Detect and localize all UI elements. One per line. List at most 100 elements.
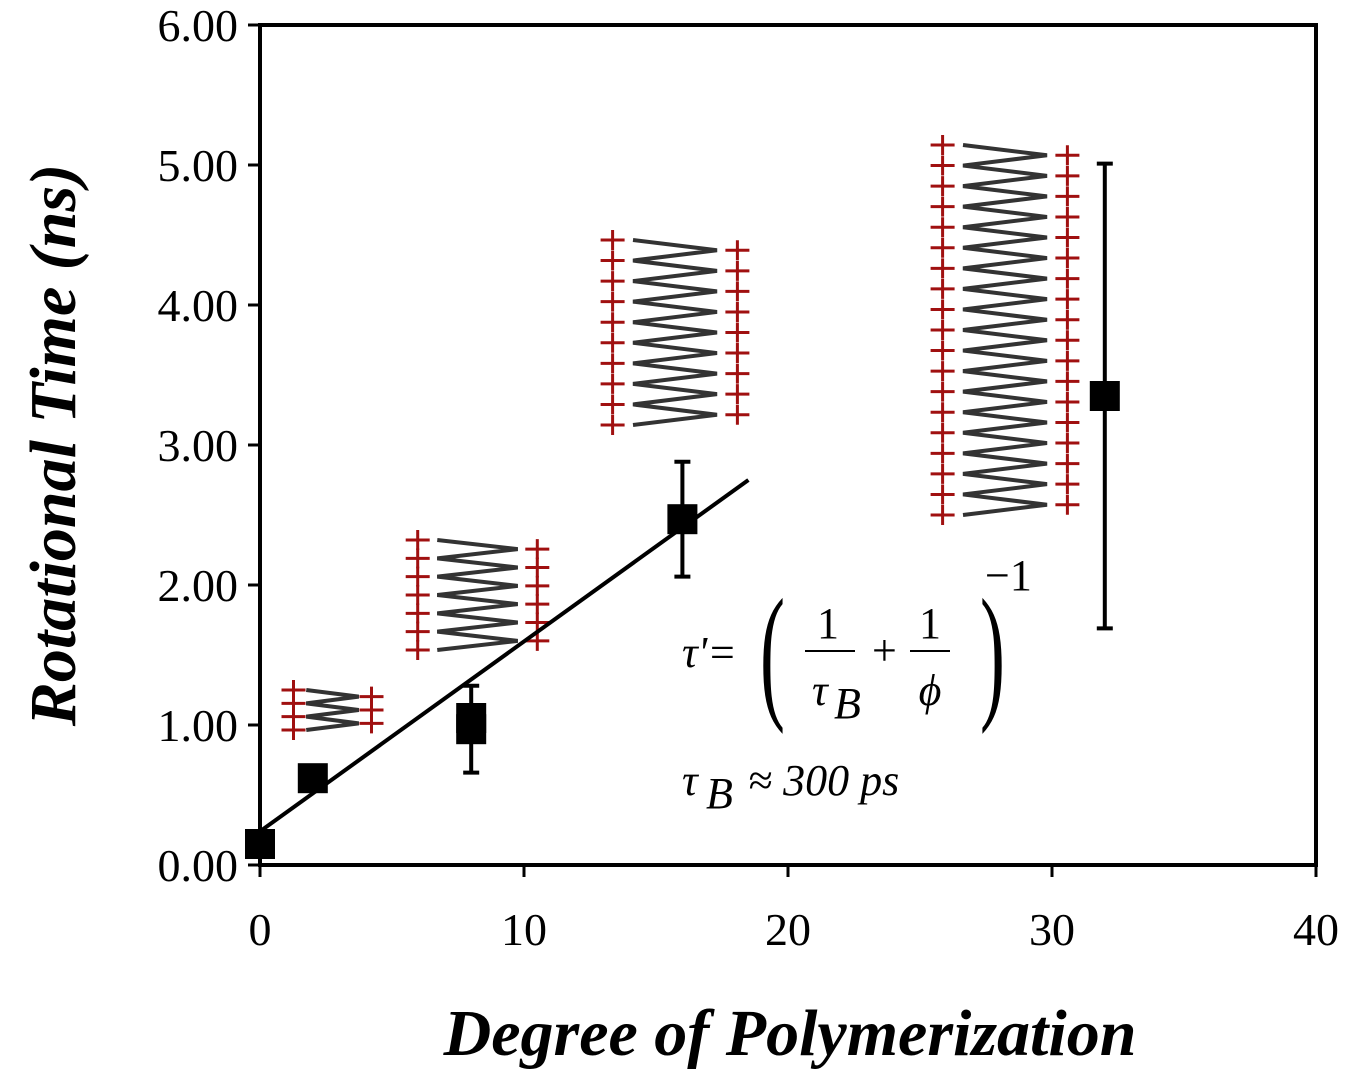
side-group — [525, 575, 550, 596]
x-axis-title: Degree of Polymerization — [443, 997, 1137, 1070]
side-group — [725, 343, 750, 364]
side-group — [281, 720, 306, 740]
x-tick-label: 30 — [1029, 904, 1075, 955]
fit-line — [258, 478, 750, 834]
eq-sub: B — [834, 679, 861, 728]
side-group — [525, 594, 550, 615]
side-group — [1055, 494, 1080, 515]
x-tick-label: 20 — [765, 904, 811, 955]
side-group — [930, 484, 955, 505]
side-group — [600, 415, 625, 435]
side-group — [600, 353, 625, 374]
side-group — [725, 384, 750, 405]
helix-backbone — [632, 238, 718, 427]
side-group — [1055, 186, 1080, 207]
side-group — [930, 155, 955, 176]
side-group — [1055, 350, 1080, 371]
side-group — [930, 237, 955, 258]
approx-rest: ≈ 300 ps — [748, 756, 899, 805]
paren: ( — [760, 568, 785, 735]
side-group — [405, 530, 430, 550]
side-group — [600, 250, 625, 271]
side-group — [525, 612, 550, 633]
side-group — [725, 240, 750, 261]
side-group — [1055, 145, 1080, 166]
eq-den: τ — [812, 666, 830, 715]
side-group — [930, 381, 955, 402]
paren: ) — [980, 568, 1005, 735]
side-group — [930, 340, 955, 361]
side-group — [930, 463, 955, 484]
eq-num: 1 — [919, 599, 941, 648]
eq-lhs: τ'= — [682, 628, 737, 677]
side-group — [1055, 371, 1080, 392]
x-tick-label: 10 — [501, 904, 547, 955]
side-group — [930, 361, 955, 382]
side-group — [1055, 227, 1080, 248]
side-group — [600, 394, 625, 415]
side-group — [1055, 412, 1080, 433]
side-group — [600, 373, 625, 394]
side-group — [930, 422, 955, 443]
molecule-illustrations — [281, 135, 1080, 740]
y-tick-label: 6.00 — [158, 0, 239, 51]
side-group — [1055, 453, 1080, 474]
side-group — [600, 230, 625, 250]
y-tick-label: 3.00 — [158, 420, 239, 471]
side-group — [1055, 474, 1080, 495]
side-group — [930, 402, 955, 423]
side-group — [1055, 268, 1080, 289]
y-tick-label: 1.00 — [158, 700, 239, 751]
side-group — [725, 301, 750, 322]
side-group — [525, 557, 550, 578]
x-tick-label: 40 — [1293, 904, 1339, 955]
side-group — [405, 640, 430, 660]
side-group — [930, 320, 955, 340]
side-group — [930, 135, 955, 155]
side-group — [725, 363, 750, 384]
side-group — [1055, 289, 1080, 310]
side-group — [725, 281, 750, 302]
side-group — [405, 585, 430, 605]
side-group — [1055, 391, 1080, 412]
side-group — [725, 404, 750, 425]
approx-sub: B — [706, 769, 733, 818]
eq-exp: −1 — [985, 551, 1032, 600]
side-group — [930, 299, 955, 320]
side-group — [1055, 165, 1080, 186]
side-group — [930, 258, 955, 279]
eq-plus: + — [872, 626, 897, 675]
side-group — [1055, 206, 1080, 227]
side-group — [525, 539, 550, 560]
x-tick-label: 0 — [249, 904, 272, 955]
helix-backbone — [305, 688, 360, 732]
side-group — [600, 291, 625, 312]
side-group — [405, 621, 430, 642]
side-group — [405, 566, 430, 587]
data-point — [297, 763, 328, 794]
side-group — [725, 260, 750, 281]
side-group — [1055, 330, 1080, 351]
y-tick-label: 2.00 — [158, 560, 239, 611]
y-tick-label: 5.00 — [158, 140, 239, 191]
side-group — [930, 278, 955, 299]
data-point — [667, 504, 698, 535]
y-tick-label: 4.00 — [158, 280, 239, 331]
side-group — [725, 322, 750, 343]
y-axis-title: Rotational Time (ns) — [17, 164, 90, 727]
side-group — [930, 443, 955, 464]
side-group — [1055, 433, 1080, 454]
eq-den: ϕ — [919, 666, 942, 715]
data-point — [456, 714, 487, 745]
y-tick-label: 0.00 — [158, 840, 239, 891]
approx-tau: τ — [682, 756, 700, 805]
side-group — [600, 312, 625, 333]
side-group — [930, 196, 955, 217]
side-group — [359, 713, 384, 734]
side-group — [405, 603, 430, 624]
side-group — [930, 217, 955, 238]
eq-num: 1 — [817, 599, 839, 648]
side-group — [1055, 309, 1080, 330]
helix-backbone — [437, 538, 518, 652]
